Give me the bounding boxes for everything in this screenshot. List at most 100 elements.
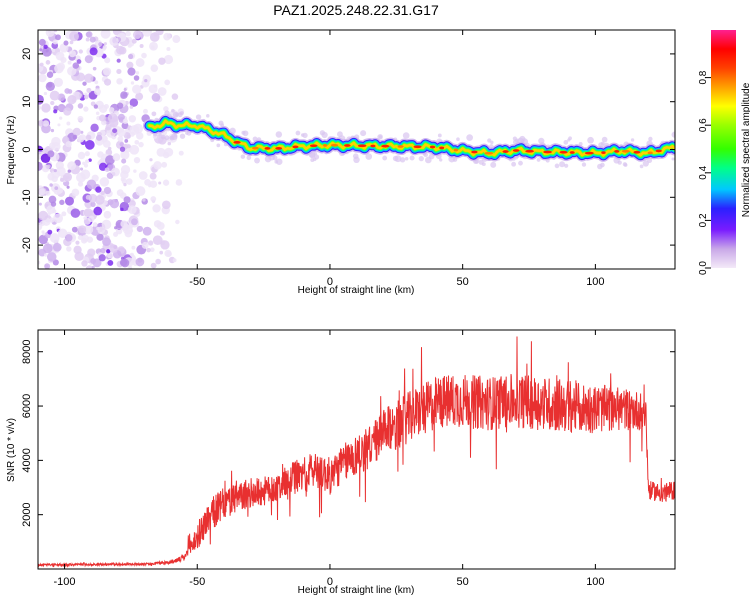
noise-blob xyxy=(171,93,179,100)
noise-blob xyxy=(81,260,88,267)
noise-blob xyxy=(63,107,72,116)
ridge-halo-blob xyxy=(382,155,388,161)
noise-blob xyxy=(125,178,133,185)
noise-blob xyxy=(163,54,174,65)
noise-blob xyxy=(59,177,65,182)
noise-blob xyxy=(141,241,149,249)
snr-xtick-label: -100 xyxy=(54,576,76,588)
ridge-halo-blob xyxy=(564,163,569,168)
ridge-halo-blob xyxy=(587,136,594,144)
noise-blob xyxy=(120,258,130,268)
ridge-peak xyxy=(344,144,351,147)
noise-blob xyxy=(39,48,43,52)
noise-blob xyxy=(90,258,96,264)
noise-blob xyxy=(90,123,99,133)
noise-blob xyxy=(95,186,102,193)
noise-blob xyxy=(51,48,56,53)
ridge-peak xyxy=(252,146,259,150)
noise-blob xyxy=(124,139,129,143)
ridge-halo-blob xyxy=(418,156,424,162)
noise-blob xyxy=(93,104,99,109)
noise-blob xyxy=(131,245,136,250)
noise-blob xyxy=(94,195,105,205)
noise-blob xyxy=(129,125,140,136)
noise-blob xyxy=(109,36,119,46)
spectrogram-y-label: Frequency (Hz) xyxy=(6,116,17,185)
noise-blob xyxy=(41,103,51,113)
colorbar-tick-label: 0.8 xyxy=(698,70,709,84)
noise-blob xyxy=(126,144,131,149)
noise-blob xyxy=(116,68,122,75)
noise-blob xyxy=(103,78,112,86)
noise-blob xyxy=(127,43,133,48)
noise-blob xyxy=(43,44,48,50)
colorbar-tick-label: 0.2 xyxy=(698,213,709,227)
noise-blob xyxy=(57,123,61,127)
noise-blob xyxy=(49,183,53,187)
noise-blob xyxy=(178,150,184,156)
ridge-peak xyxy=(621,149,630,153)
ridge-halo-blob xyxy=(246,155,252,161)
ridge-peak xyxy=(397,145,404,148)
ridge-peak xyxy=(439,146,445,150)
snr-xtick-label: 50 xyxy=(457,576,469,588)
noise-blob xyxy=(81,234,89,242)
noise-blob xyxy=(158,181,162,185)
noise-blob xyxy=(162,179,170,186)
colorbar-ticks: 0.0 0.2 0.4 0.6 0.8 xyxy=(698,70,711,275)
noise-blob xyxy=(77,115,84,122)
noise-blob xyxy=(161,200,171,210)
noise-blob xyxy=(112,128,118,134)
ridge-halo-blob xyxy=(490,161,497,168)
noise-blob xyxy=(85,134,92,141)
ridge-peak xyxy=(233,140,241,144)
noise-blob xyxy=(99,247,106,254)
spectrogram-ytick-label: -20 xyxy=(21,237,33,253)
noise-blob xyxy=(123,183,127,187)
spectrogram-xtick-label: 0 xyxy=(327,276,333,288)
noise-blob xyxy=(120,91,128,99)
noise-blob xyxy=(142,30,152,37)
noise-blob xyxy=(128,200,136,208)
noise-blob xyxy=(89,36,96,43)
ridge-halo-blob xyxy=(466,134,473,141)
noise-blob xyxy=(135,92,144,101)
noise-blob xyxy=(66,185,70,189)
noise-blob xyxy=(120,170,129,179)
noise-blob xyxy=(175,179,183,186)
ridge-halo-blob xyxy=(302,132,308,139)
noise-blob xyxy=(108,107,115,113)
ridge-peak xyxy=(543,150,552,154)
ridge-peak xyxy=(357,144,367,148)
noise-blob xyxy=(59,199,65,206)
noise-blob xyxy=(65,141,72,148)
spectrogram-heatmap xyxy=(38,30,675,269)
noise-blob xyxy=(57,228,68,239)
noise-blob xyxy=(159,250,164,255)
noise-blob xyxy=(148,240,154,246)
noise-blob xyxy=(121,158,127,164)
noise-blob xyxy=(44,263,51,269)
ridge-halo-blob xyxy=(601,136,608,143)
noise-blob xyxy=(133,169,137,173)
noise-blob xyxy=(66,121,71,126)
noise-blob xyxy=(45,60,51,65)
noise-blob xyxy=(51,142,61,151)
noise-blob xyxy=(76,59,82,64)
ridge-halo-blob xyxy=(399,157,406,163)
noise-blob xyxy=(136,132,144,140)
ridge-halo-blob xyxy=(424,156,432,164)
noise-blob xyxy=(68,50,76,58)
ridge-halo-blob xyxy=(511,161,517,167)
noise-blob xyxy=(101,219,112,230)
noise-blob xyxy=(121,122,129,130)
noise-blob xyxy=(67,161,77,171)
noise-blob xyxy=(82,161,86,165)
noise-blob xyxy=(63,40,69,46)
ridge-halo-blob xyxy=(567,138,571,142)
noise-blob xyxy=(107,259,114,266)
noise-blob xyxy=(142,198,146,202)
noise-blob xyxy=(79,167,84,171)
ridge-halo-blob xyxy=(554,163,560,169)
